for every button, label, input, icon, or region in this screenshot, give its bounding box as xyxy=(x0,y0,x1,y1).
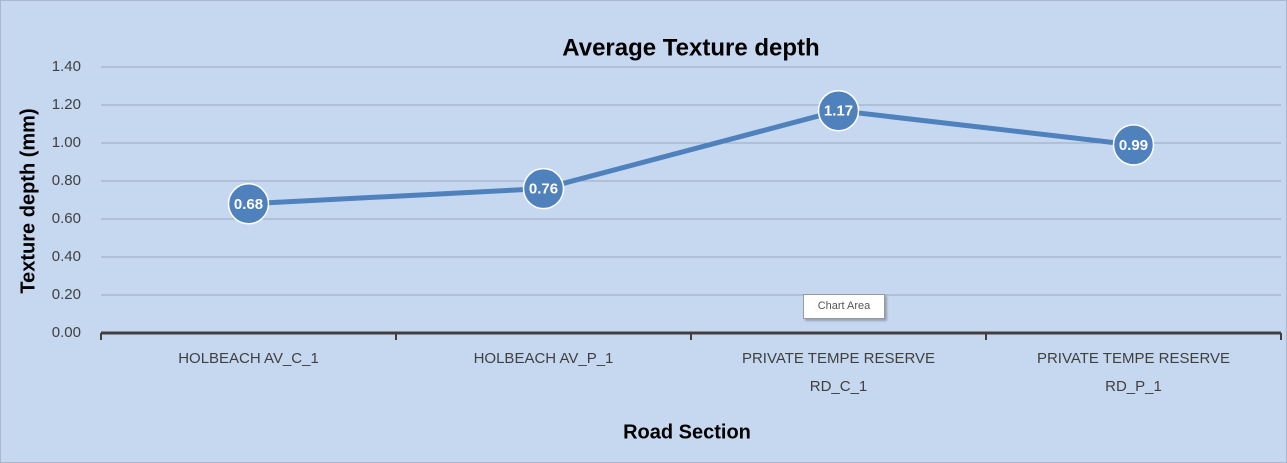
y-tick-label: 0.80 xyxy=(52,172,81,189)
chart-title: Average Texture depth xyxy=(562,34,819,61)
x-tick-label: PRIVATE TEMPE RESERVE RD_C_1 xyxy=(741,350,936,395)
y-tick-label: 0.40 xyxy=(52,248,81,265)
y-tick-label: 0.60 xyxy=(52,210,81,227)
data-label: 0.76 xyxy=(529,181,558,198)
y-tick-label: 1.20 xyxy=(52,96,81,113)
marker xyxy=(817,89,860,132)
x-tick-label: PRIVATE TEMPE RESERVE RD_P_1 xyxy=(1036,350,1231,395)
data-label: 0.68 xyxy=(234,196,263,213)
y-tick-label: 0.00 xyxy=(52,324,81,341)
marker xyxy=(227,183,270,225)
x-tick-label: HOLBEACH AV_P_1 xyxy=(473,350,614,367)
marker xyxy=(1112,124,1155,166)
marker xyxy=(522,167,565,210)
series-line xyxy=(248,108,1134,207)
tooltip: Chart Area xyxy=(803,294,885,319)
y-tick-label: 1.40 xyxy=(52,58,81,75)
x-tick-label: HOLBEACH AV_C_1 xyxy=(178,350,319,367)
y-tick-label: 1.00 xyxy=(52,134,81,151)
x-axis-title: Road Section xyxy=(623,421,751,443)
y-tick-label: 0.20 xyxy=(52,286,81,303)
data-label: 1.17 xyxy=(824,103,853,120)
data-label: 0.99 xyxy=(1119,137,1148,154)
y-axis-title: Texture depth (mm) xyxy=(17,108,39,293)
